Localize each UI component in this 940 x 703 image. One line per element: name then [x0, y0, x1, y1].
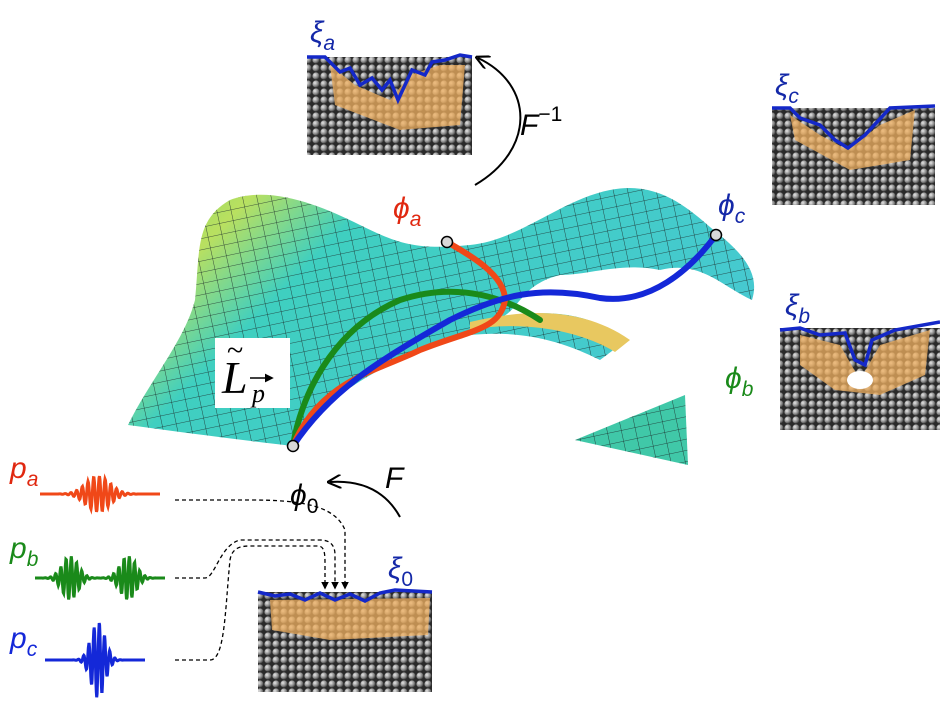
- map-label: F: [385, 462, 405, 495]
- pulse-wave: [35, 556, 165, 599]
- subscript: b: [798, 305, 810, 328]
- subscript: b: [27, 548, 39, 571]
- structure-label: ξa: [310, 16, 335, 55]
- node: [442, 237, 453, 248]
- diagram: L ~ p F−1 F ϕ0 ϕa ϕb ϕc ξ0 ξa ξb ξc pa p…: [0, 0, 940, 703]
- state-label: ϕa: [393, 192, 421, 231]
- subscript: c: [788, 85, 799, 108]
- symbol: ϕ: [718, 189, 735, 222]
- subscript: c: [735, 205, 746, 228]
- structure-label: ξc: [775, 69, 799, 108]
- pulse-label: pc: [9, 622, 38, 661]
- subscript: 0: [401, 568, 413, 591]
- state-label: ϕc: [718, 189, 746, 228]
- inverse-arrow: [475, 58, 520, 185]
- pulse-label: pa: [9, 452, 38, 491]
- symbol: p: [9, 532, 27, 565]
- state-label: ϕb: [725, 362, 754, 401]
- pulses: [35, 476, 165, 697]
- node: [711, 230, 722, 241]
- symbol: ϕ: [393, 192, 410, 225]
- surface-label-sub: p: [250, 379, 265, 408]
- subscript: c: [27, 638, 38, 661]
- subscript: a: [323, 32, 335, 55]
- pulse-wave: [40, 476, 160, 512]
- subscript: a: [410, 208, 422, 231]
- pulse-label: pb: [9, 532, 39, 571]
- pulse-wave: [45, 623, 145, 697]
- structure-label: ξ0: [388, 552, 413, 591]
- node: [288, 441, 299, 452]
- symbol: F: [520, 109, 540, 142]
- map-label: F−1: [520, 103, 562, 142]
- symbol: p: [9, 622, 27, 655]
- tilde: ~: [227, 334, 243, 367]
- symbol: p: [9, 452, 27, 485]
- superscript: −1: [538, 103, 562, 126]
- structure-label: ξb: [785, 289, 810, 328]
- subscript: b: [742, 378, 754, 401]
- state-label: ϕ0: [290, 479, 318, 518]
- symbol: ϕ: [290, 479, 307, 512]
- subscript: a: [27, 468, 39, 491]
- symbol: ϕ: [725, 362, 742, 395]
